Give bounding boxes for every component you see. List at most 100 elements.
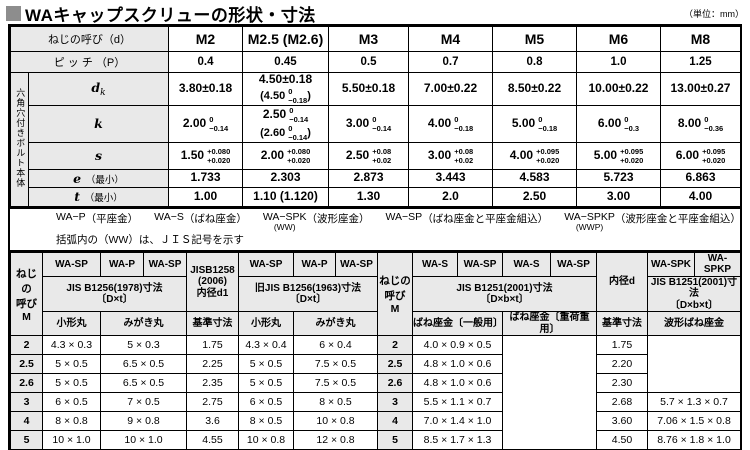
washer-type-desc: （平座金） — [85, 212, 139, 225]
dimension-symbol: t — [74, 189, 80, 205]
dimension-value-cell: 1.10 (1.120) — [242, 186, 329, 207]
product-code-header: WA-P — [100, 251, 144, 277]
washer-kind-subheader: みがき丸 — [293, 311, 378, 337]
washer-type-note: WA−P （平座金） WA−S （ばね座金） WA−SPK (WW) （波形座金） WA−SP… — [10, 206, 741, 252]
dimension-value-line: 6.00 0 −0.3 — [578, 114, 660, 133]
dimension-value-line: 8.50±0.22 — [494, 81, 576, 96]
spec-frame: ねじの呼び（d） M2 M2.5 (M2.6) M3 M4 M5 M6 M8 ピ ッ チ （P）… — [8, 24, 742, 450]
tolerance-stack: 0 −0.14 — [288, 124, 307, 142]
tolerance-upper: 0 — [288, 123, 293, 133]
dimension-value: 2.0 — [442, 188, 459, 203]
dimension-value-line: 8.00 0 −0.36 — [662, 115, 740, 133]
heavy-duty-diagonal-empty-cell — [502, 335, 597, 450]
dimension-value-cell: 3.00 — [576, 186, 661, 207]
dimension-row: s 1.50 +0.080 +0.020 2.00 +0.080 +0.020 2.50 +0.… — [11, 141, 741, 170]
dimension-value-alt-line: (2.60 0 −0.14) — [244, 124, 328, 142]
dimension-value-line: 5.00 0 −0.18 — [494, 115, 576, 133]
tolerance-lower: +0.02 — [372, 155, 392, 165]
thread-size-value: 2 — [10, 335, 43, 356]
inner-dia-d-value: 2.30 — [596, 373, 648, 394]
dimension-value: 6.00 — [597, 115, 622, 130]
dimension-value: 5.50±0.18 — [341, 81, 396, 95]
dimension-value-line: 6.863 — [662, 170, 740, 185]
dimension-value: 4.00 — [509, 147, 534, 162]
washer-kind-subheader: みがき丸 — [100, 311, 187, 337]
dimension-value-line: 7.00±0.22 — [410, 81, 492, 96]
dimension-value: 1.30 — [356, 188, 381, 203]
tolerance-lower: −0.14 — [209, 123, 229, 133]
dimension-value: 3.80±0.18 — [178, 81, 233, 95]
dimension-value: 1.50 — [180, 147, 205, 162]
tolerance-upper: +0.095 — [620, 146, 644, 156]
thread-size-value: 2.6 — [10, 373, 43, 394]
dimension-value-cell: 4.50±0.18 (4.50 0 −0.18) — [242, 72, 329, 106]
tolerance-stack: 0 −0.18 — [538, 115, 557, 133]
tolerance-upper: +0.08 — [454, 146, 474, 156]
dimension-symbol-note: （最小） — [80, 193, 123, 205]
dimension-value: 3.00 — [345, 115, 370, 130]
migaki-dimension-value: 9 × 0.8 — [100, 411, 187, 432]
dimension-symbol-cell: s — [28, 141, 169, 170]
pitch-value-cell: 1.0 — [576, 51, 661, 73]
kogata-dimension-value: 6 × 0.5 — [42, 392, 101, 413]
jis-standard-header: JIS B1251(2001)寸法 〔D×b×t〕 — [412, 275, 597, 313]
dimension-value-line: 2.50 0 −0.14 — [244, 106, 328, 124]
washer-header-row-3: 小形丸 みがき丸 基準寸法 小形丸 みがき丸 ばね座金〔一般用〕 ばね座金〔重荷重用〕 基準寸… — [11, 311, 741, 337]
dimension-value: 1.10 (1.120) — [253, 188, 318, 203]
tolerance-upper: 0 — [624, 114, 629, 124]
old-kogata-dimension-value: 4.3 × 0.4 — [238, 335, 294, 356]
old-migaki-dimension-value: 6 × 0.4 — [293, 335, 378, 356]
tolerance-upper: 0 — [538, 114, 543, 124]
dimension-value-cell: 4.00 0 −0.18 — [408, 104, 493, 143]
dimension-value: 4.50±0.18 — [258, 72, 313, 86]
dimension-symbol-note: （最小） — [81, 174, 124, 186]
washer-type-code: WA−SPKP (WWP) — [564, 211, 615, 232]
dimension-value-cell: 8.50±0.22 — [492, 72, 577, 106]
tolerance-upper: 0 — [288, 86, 293, 96]
inner-dia-d1-value: 2.25 — [186, 354, 239, 375]
title-bullet-square — [6, 6, 21, 21]
inner-dia-d-value: 2.68 — [596, 392, 648, 413]
dimension-value-alt: (4.50 — [260, 89, 286, 102]
tolerance-lower: +0.020 — [620, 155, 644, 165]
product-code-header: WA-SPKP — [694, 251, 741, 277]
old-kogata-dimension-value: 10 × 0.8 — [238, 430, 294, 450]
tolerance-upper: +0.095 — [536, 146, 560, 156]
dimension-value: 6.863 — [685, 170, 716, 185]
tolerance-upper: +0.080 — [287, 146, 311, 156]
washer-data-row: 2.6 5 × 0.5 6.5 × 0.5 2.35 5 × 0.5 7.5 × 0.5 2… — [10, 373, 741, 394]
dimension-value-line: 1.00 — [170, 189, 242, 204]
wave-washer-value: 5.7 × 1.3 × 0.7 — [647, 392, 741, 413]
product-code-header: WA-S — [502, 251, 551, 277]
spring-washer-general-value: 8.5 × 1.7 × 1.3 — [412, 430, 503, 450]
dimension-value-line: 4.00 +0.095 +0.020 — [494, 146, 576, 165]
washer-header-row-1: ねじの 呼び M WA-SP WA-P WA-SP JISB1258 (2006) 内径… — [10, 251, 741, 337]
dimension-value: 4.00 — [688, 188, 713, 203]
tolerance-stack: 0 −0.36 — [704, 115, 723, 133]
dimension-value-cell: 2.00 0 −0.14 — [168, 104, 243, 143]
dimension-value-cell: 1.30 — [328, 186, 409, 207]
pitch-value-cell: 1.25 — [660, 51, 741, 73]
dimension-value-cell: 3.443 — [408, 168, 493, 188]
dimension-value-line: 5.00 +0.095 +0.020 — [578, 146, 660, 165]
tolerance-stack: 0 −0.14 — [209, 115, 228, 133]
dimension-value: 7.00±0.22 — [423, 81, 478, 95]
dimension-value-cell: 1.50 +0.080 +0.020 — [168, 141, 243, 170]
dimension-value-cell: 3.80±0.18 — [168, 72, 243, 106]
tolerance-stack: 0 −0.14 — [372, 115, 391, 133]
washer-kind-subheader: 基準寸法 — [186, 311, 239, 337]
product-code-header: WA-SP — [238, 251, 294, 277]
dimension-value-cell: 2.50 +0.08 +0.02 — [328, 141, 409, 170]
size-header-row: ねじの呼び（d） M2 M2.5 (M2.6) M3 M4 M5 M6 M8 — [10, 26, 741, 52]
dimension-symbol: e — [73, 170, 82, 186]
product-code-header: WA-S — [412, 251, 458, 277]
dimension-value-line: 2.00 +0.080 +0.020 — [244, 146, 328, 165]
dimension-value: 3.00 — [606, 188, 631, 203]
spring-washer-general-value: 4.8 × 1.0 × 0.6 — [412, 354, 503, 375]
dimension-value-cell: 5.00 0 −0.18 — [492, 104, 577, 143]
old-migaki-dimension-value: 7.5 × 0.5 — [293, 354, 378, 375]
dimension-value-cell: 5.50±0.18 — [328, 72, 409, 106]
thread-size-value: 5 — [377, 430, 413, 450]
tolerance-stack: +0.080 +0.020 — [207, 147, 230, 165]
dimension-value: 2.50 — [262, 106, 287, 121]
